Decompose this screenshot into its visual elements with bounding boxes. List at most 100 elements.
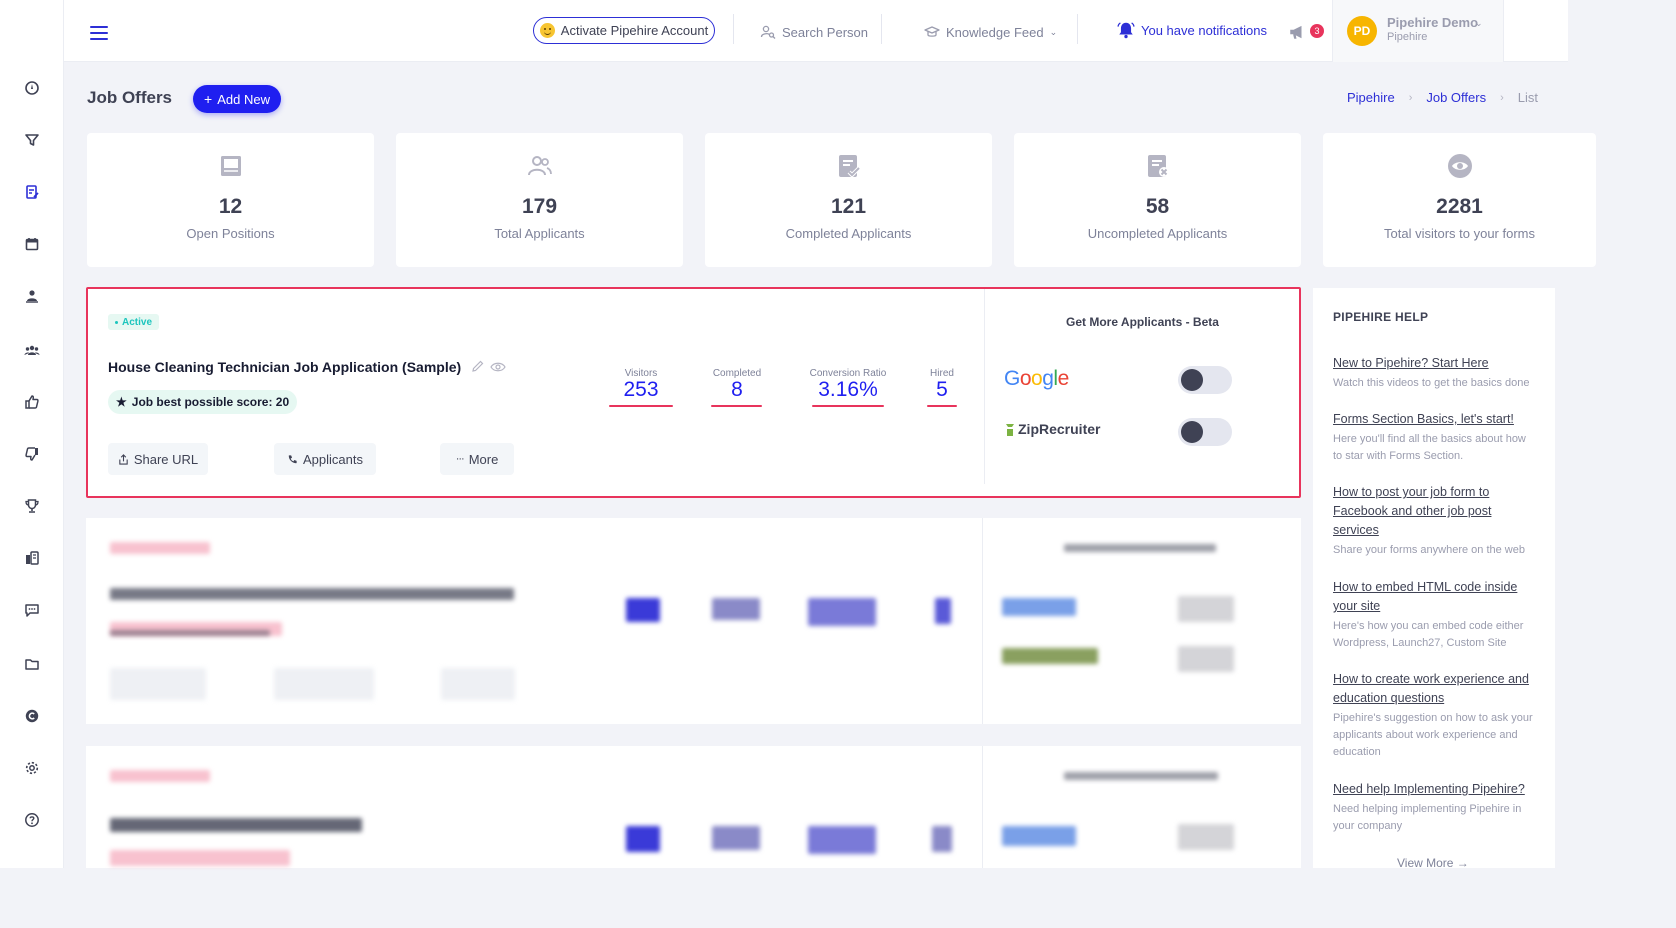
- eye-icon: [1447, 154, 1472, 178]
- stat-value: 179: [521, 195, 558, 218]
- funnel-icon[interactable]: [20, 128, 44, 152]
- breadcrumb-link[interactable]: Job Offers: [1426, 90, 1487, 105]
- help-description: Share your forms anywhere on the web: [1333, 544, 1525, 556]
- menu-toggle-icon[interactable]: [90, 26, 108, 40]
- help-description: Watch this videos to get the basics done: [1333, 377, 1530, 389]
- thumbs-down-icon[interactable]: [20, 442, 44, 466]
- stat-card-total-visitors: 2281 Total visitors to your forms: [1323, 133, 1596, 267]
- score-label: Job best possible score: 20: [131, 395, 290, 409]
- metric-hired[interactable]: Hired 5: [924, 368, 960, 407]
- announcements-button[interactable]: [1288, 22, 1306, 42]
- stat-card-open-positions: 12 Open Positions: [87, 133, 374, 267]
- google-toggle[interactable]: [1178, 366, 1232, 394]
- help-description: Here's how you can embed code either Wor…: [1333, 620, 1524, 649]
- avatar: PD: [1347, 16, 1377, 46]
- copyright-icon[interactable]: [20, 704, 44, 728]
- stat-card-uncompleted-applicants: 58 Uncompleted Applicants: [1014, 133, 1301, 267]
- help-link[interactable]: How to post your job form to Facebook an…: [1333, 485, 1492, 537]
- preview-eye-icon[interactable]: [490, 360, 506, 374]
- more-dots-icon: ···: [455, 453, 465, 465]
- help-link[interactable]: How to create work experience and educat…: [1333, 672, 1529, 705]
- metric-value: 253: [623, 378, 659, 401]
- knowledge-feed-dropdown[interactable]: Knowledge Feed ⌄: [924, 22, 1057, 42]
- dashboard-icon[interactable]: [20, 76, 44, 100]
- stat-value: 2281: [1436, 195, 1483, 218]
- activate-account-button[interactable]: Activate Pipehire Account: [533, 17, 715, 44]
- metric-value: 3.16%: [818, 378, 878, 401]
- candidate-icon[interactable]: [20, 284, 44, 308]
- announcement-count-badge: 3: [1310, 24, 1324, 38]
- chat-icon[interactable]: [20, 598, 44, 622]
- add-new-button[interactable]: + Add New: [193, 85, 281, 113]
- metric-completed[interactable]: Completed 8: [710, 368, 764, 407]
- help-link[interactable]: Need help Implementing Pipehire?: [1333, 782, 1525, 796]
- share-icon: [119, 453, 128, 465]
- plus-icon: +: [204, 91, 213, 107]
- phone-icon: [288, 454, 297, 463]
- help-item: How to embed HTML code inside your site …: [1333, 578, 1533, 652]
- job-offers-icon[interactable]: [20, 180, 44, 204]
- job-offer-card-blurred: [86, 746, 1301, 868]
- bell-icon: [1117, 22, 1135, 39]
- calendar-icon[interactable]: [20, 232, 44, 256]
- metric-label: Conversion Ratio: [809, 368, 887, 379]
- status-badge: Active: [108, 314, 160, 330]
- search-person-label: Search Person: [782, 24, 868, 40]
- stat-card-total-applicants: 179 Total Applicants: [396, 133, 683, 267]
- graduation-cap-icon: [924, 26, 940, 37]
- breadcrumb: Pipehire › Job Offers › List: [1347, 90, 1538, 105]
- user-menu[interactable]: PD Pipehire Demo ⌄ Pipehire: [1332, 0, 1504, 62]
- share-url-button[interactable]: Share URL: [108, 443, 208, 475]
- chevron-down-icon: ⌄: [1475, 18, 1483, 28]
- metric-value: 8: [731, 378, 743, 401]
- help-description: Pipehire's suggestion on how to ask your…: [1333, 712, 1533, 758]
- team-icon[interactable]: [20, 338, 44, 362]
- more-button[interactable]: ··· More: [440, 443, 514, 475]
- stat-label: Total Applicants: [494, 226, 585, 241]
- stat-card-completed-applicants: 121 Completed Applicants: [705, 133, 992, 267]
- google-logo: Google: [1004, 367, 1069, 390]
- trophy-icon[interactable]: [20, 494, 44, 518]
- job-offer-card-blurred: [86, 518, 1301, 724]
- help-item: How to create work experience and educat…: [1333, 670, 1533, 761]
- smiley-icon: [539, 23, 555, 38]
- stat-label: Completed Applicants: [785, 226, 912, 241]
- view-more-link[interactable]: View More →: [1397, 856, 1469, 870]
- stat-label: Uncompleted Applicants: [1087, 226, 1228, 241]
- header-divider: [733, 14, 734, 44]
- search-person-button[interactable]: Search Person: [760, 22, 868, 42]
- board-icon[interactable]: [20, 546, 44, 570]
- ziprecruiter-label: ZipRecruiter: [1018, 421, 1101, 437]
- header-divider: [1077, 14, 1078, 44]
- pencil-icon[interactable]: [471, 359, 485, 373]
- help-link[interactable]: Forms Section Basics, let's start!: [1333, 412, 1514, 426]
- metric-label: Completed: [712, 368, 762, 379]
- activate-account-label: Activate Pipehire Account: [560, 23, 709, 38]
- status-label: Active: [122, 316, 153, 328]
- ziprecruiter-toggle[interactable]: [1178, 418, 1232, 446]
- add-new-label: Add New: [217, 91, 270, 107]
- stat-label: Open Positions: [186, 226, 275, 241]
- help-link[interactable]: New to Pipehire? Start Here: [1333, 356, 1489, 370]
- notifications-button[interactable]: You have notifications: [1117, 20, 1267, 40]
- metric-conversion-ratio[interactable]: Conversion Ratio 3.16%: [806, 368, 890, 407]
- breadcrumb-link[interactable]: Pipehire: [1346, 90, 1395, 105]
- stat-value: 12: [218, 195, 243, 218]
- applicants-button[interactable]: Applicants: [274, 443, 376, 475]
- help-icon[interactable]: [20, 808, 44, 832]
- page-title: Job Offers: [87, 88, 173, 107]
- metric-visitors[interactable]: Visitors 253: [609, 368, 673, 407]
- megaphone-icon: [1290, 25, 1302, 39]
- thumbs-up-icon[interactable]: [20, 390, 44, 414]
- help-link[interactable]: How to embed HTML code inside your site: [1333, 580, 1518, 613]
- job-title[interactable]: House Cleaning Technician Job Applicatio…: [108, 359, 462, 375]
- metric-value: 5: [936, 378, 948, 401]
- folder-icon[interactable]: [20, 652, 44, 676]
- top-header: Activate Pipehire Account Search Person …: [64, 0, 1568, 62]
- form-x-icon: [1147, 155, 1169, 177]
- help-item: Need help Implementing Pipehire? Need he…: [1333, 780, 1533, 835]
- settings-icon[interactable]: [20, 756, 44, 780]
- chevron-right-icon: ›: [1500, 91, 1504, 104]
- notifications-label: You have notifications: [1141, 22, 1268, 38]
- help-item: New to Pipehire? Start Here Watch this v…: [1333, 354, 1533, 392]
